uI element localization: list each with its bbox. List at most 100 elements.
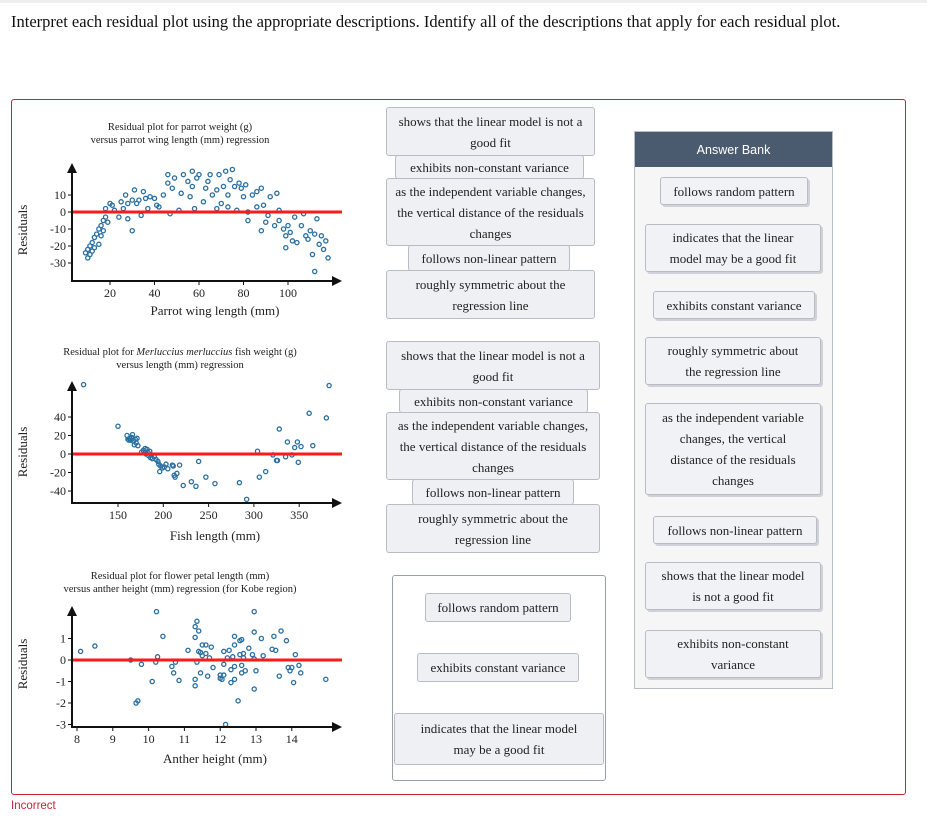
data-point bbox=[145, 205, 151, 212]
data-point bbox=[195, 458, 202, 465]
data-point bbox=[221, 648, 227, 655]
placed-card[interactable]: roughly symmetric about the regression l… bbox=[386, 504, 600, 553]
data-point bbox=[174, 470, 180, 477]
x-tick-label: 200 bbox=[154, 508, 172, 522]
placed-card[interactable]: exhibits non-constant variance bbox=[395, 155, 584, 179]
placed-card[interactable]: follows random pattern bbox=[425, 593, 571, 622]
placed-card[interactable]: follows non-linear pattern bbox=[408, 245, 570, 271]
data-point bbox=[222, 721, 229, 728]
data-point bbox=[296, 662, 302, 669]
placed-card[interactable]: as the independent variable changes, the… bbox=[386, 178, 595, 246]
answer-card[interactable]: exhibits non-constant variance bbox=[645, 630, 821, 678]
data-point bbox=[254, 188, 260, 195]
placed-card[interactable]: roughly symmetric about the regression l… bbox=[386, 270, 595, 319]
x-tick-label: 250 bbox=[200, 508, 218, 522]
data-point bbox=[156, 204, 162, 210]
data-point bbox=[222, 168, 229, 174]
data-point bbox=[256, 474, 263, 480]
data-point bbox=[274, 457, 281, 464]
placed-card[interactable]: indicates that the linear model may be a… bbox=[394, 713, 604, 765]
data-point bbox=[193, 483, 199, 490]
data-point bbox=[323, 238, 329, 244]
placed-card[interactable]: follows non-linear pattern bbox=[412, 479, 574, 505]
data-point bbox=[120, 205, 127, 212]
data-point bbox=[242, 182, 249, 188]
x-tick-label: 9 bbox=[110, 732, 116, 746]
data-point bbox=[125, 216, 131, 222]
data-point bbox=[221, 661, 227, 668]
x-axis-arrow bbox=[332, 498, 342, 508]
data-point bbox=[102, 205, 109, 212]
data-point bbox=[292, 651, 299, 658]
data-point bbox=[305, 236, 311, 242]
data-point bbox=[280, 226, 287, 232]
data-point bbox=[260, 202, 267, 208]
answer-card[interactable]: shows that the linear model is not a goo… bbox=[645, 562, 821, 610]
y-tick-label: 0 bbox=[60, 447, 66, 461]
y-axis-arrow bbox=[67, 606, 77, 616]
chart-subtitle: versus anther height (mm) regression (fo… bbox=[64, 584, 297, 595]
data-point bbox=[216, 171, 222, 178]
data-point bbox=[231, 663, 238, 670]
placed-card[interactable]: shows that the linear model is not a goo… bbox=[386, 107, 595, 156]
data-point bbox=[314, 216, 320, 222]
data-point bbox=[238, 662, 245, 669]
answer-card[interactable]: follows random pattern bbox=[660, 177, 808, 205]
data-point bbox=[226, 647, 232, 654]
data-point bbox=[294, 239, 300, 246]
y-tick-label: 1 bbox=[60, 632, 66, 646]
chart-title-part: fish weight (g) bbox=[232, 347, 297, 358]
drop-zone-plot-3[interactable]: follows random pattern exhibits constant… bbox=[392, 575, 606, 781]
placed-card[interactable]: as the independent variable changes, the… bbox=[386, 412, 600, 480]
placed-card[interactable]: shows that the linear model is not a goo… bbox=[386, 341, 600, 390]
data-point bbox=[118, 199, 124, 205]
data-point bbox=[276, 426, 283, 432]
data-point bbox=[278, 628, 284, 634]
data-point bbox=[326, 382, 332, 389]
data-point bbox=[311, 231, 318, 237]
data-point bbox=[109, 202, 115, 208]
data-point bbox=[240, 650, 247, 657]
placed-card[interactable]: exhibits non-constant variance bbox=[399, 389, 588, 413]
x-tick-label: 10 bbox=[143, 732, 155, 746]
data-point bbox=[258, 635, 265, 642]
data-point bbox=[209, 192, 216, 198]
data-point bbox=[149, 678, 155, 685]
data-point bbox=[253, 668, 259, 674]
data-point bbox=[323, 676, 329, 683]
data-point bbox=[242, 668, 249, 674]
data-point bbox=[160, 192, 167, 198]
data-point bbox=[287, 229, 293, 236]
data-point bbox=[243, 496, 250, 503]
data-point bbox=[92, 643, 98, 649]
data-point bbox=[240, 193, 247, 200]
data-point bbox=[225, 204, 231, 210]
data-point bbox=[115, 423, 121, 429]
x-tick-label: 300 bbox=[245, 508, 263, 522]
answer-card[interactable]: follows non-linear pattern bbox=[653, 516, 817, 544]
data-point bbox=[169, 185, 176, 191]
data-point bbox=[125, 200, 131, 207]
data-point bbox=[192, 676, 198, 683]
data-point bbox=[105, 219, 111, 225]
data-point bbox=[309, 251, 316, 258]
y-tick-label: -3 bbox=[56, 718, 66, 732]
data-point bbox=[251, 629, 257, 635]
data-point bbox=[154, 654, 161, 660]
data-point bbox=[153, 608, 160, 615]
placed-card[interactable]: exhibits constant variance bbox=[417, 653, 579, 682]
data-point bbox=[311, 268, 318, 275]
data-point bbox=[131, 187, 138, 193]
data-point bbox=[142, 195, 149, 202]
answer-card[interactable]: exhibits constant variance bbox=[653, 291, 815, 319]
data-point bbox=[207, 171, 213, 178]
y-tick-label: -10 bbox=[50, 222, 66, 236]
data-point bbox=[138, 212, 144, 219]
data-point bbox=[254, 204, 260, 210]
answer-card[interactable]: roughly symmetric about the regression l… bbox=[645, 337, 821, 385]
data-point bbox=[236, 180, 242, 186]
data-point bbox=[276, 673, 283, 679]
answer-card[interactable]: as the independent variable changes, the… bbox=[645, 403, 821, 495]
data-point bbox=[205, 178, 211, 185]
answer-card[interactable]: indicates that the linear model may be a… bbox=[645, 224, 821, 272]
